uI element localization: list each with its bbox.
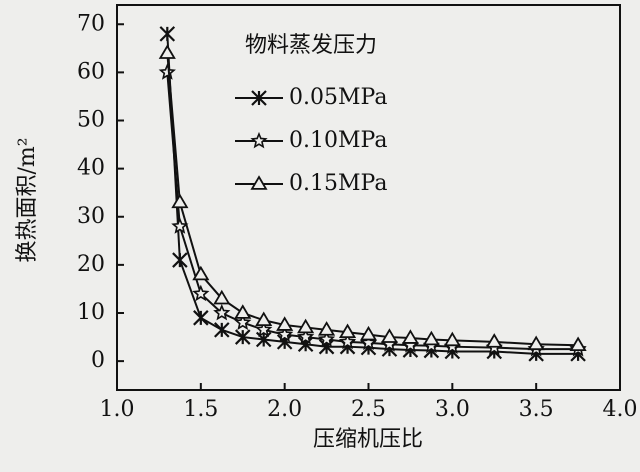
data-point: [171, 217, 189, 234]
y-tick-label: 20: [77, 252, 105, 277]
legend-marker: [250, 175, 268, 190]
data-point: [214, 322, 230, 338]
data-point: [318, 321, 336, 336]
data-point: [276, 316, 294, 331]
data-point: [527, 335, 545, 351]
data-point: [234, 304, 252, 319]
data-point: [193, 310, 209, 326]
data-point: [234, 329, 251, 345]
data-point: [338, 323, 357, 339]
data-point: [338, 332, 357, 350]
data-point: [192, 265, 210, 281]
data-point: [485, 333, 503, 348]
data-point: [276, 325, 294, 343]
data-point: [213, 289, 231, 305]
data-point: [234, 313, 252, 330]
data-point: [443, 331, 461, 347]
data-point: [159, 26, 176, 42]
series-line: [166, 72, 579, 351]
y-tick-label: 0: [91, 348, 105, 373]
data-point: [192, 284, 210, 302]
x-tick-label: 1.5: [183, 397, 218, 422]
data-point: [401, 329, 419, 344]
legend-label: 0.15MPa: [289, 171, 387, 196]
data-point: [255, 320, 273, 338]
y-tick-label: 50: [77, 108, 105, 133]
y-axis-label: 换热面积/m²: [15, 137, 40, 262]
data-point: [171, 193, 189, 209]
data-point: [422, 330, 440, 346]
legend-marker: [250, 131, 268, 149]
legend-label: 0.05MPa: [289, 85, 387, 110]
data-point: [317, 330, 336, 347]
y-tick-label: 30: [77, 204, 105, 229]
data-point: [255, 311, 273, 327]
data-point: [569, 336, 587, 352]
data-point: [297, 318, 315, 334]
x-tick-label: 3.0: [435, 397, 470, 422]
data-point: [359, 333, 378, 351]
x-tick-label: 3.5: [519, 397, 554, 422]
x-tick-label: 2.5: [351, 397, 386, 422]
x-axis-label: 压缩机压比: [313, 427, 423, 452]
x-tick-label: 2.0: [267, 397, 302, 422]
data-point: [158, 44, 176, 59]
y-tick-label: 70: [77, 11, 105, 36]
y-tick-label: 60: [77, 59, 105, 84]
legend-label: 0.10MPa: [289, 128, 387, 153]
y-tick-label: 10: [77, 300, 105, 325]
legend-marker: [251, 90, 267, 106]
data-point: [296, 327, 315, 345]
series-line: [166, 53, 579, 347]
data-point: [172, 252, 188, 268]
x-tick-label: 1.0: [100, 397, 135, 422]
data-point: [213, 303, 231, 321]
data-point: [359, 325, 378, 341]
y-tick-label: 40: [77, 156, 105, 181]
x-tick-label: 4.0: [603, 397, 638, 422]
data-point: [380, 328, 399, 343]
data-point: [158, 63, 176, 80]
legend-title: 物料蒸发压力: [245, 33, 377, 58]
